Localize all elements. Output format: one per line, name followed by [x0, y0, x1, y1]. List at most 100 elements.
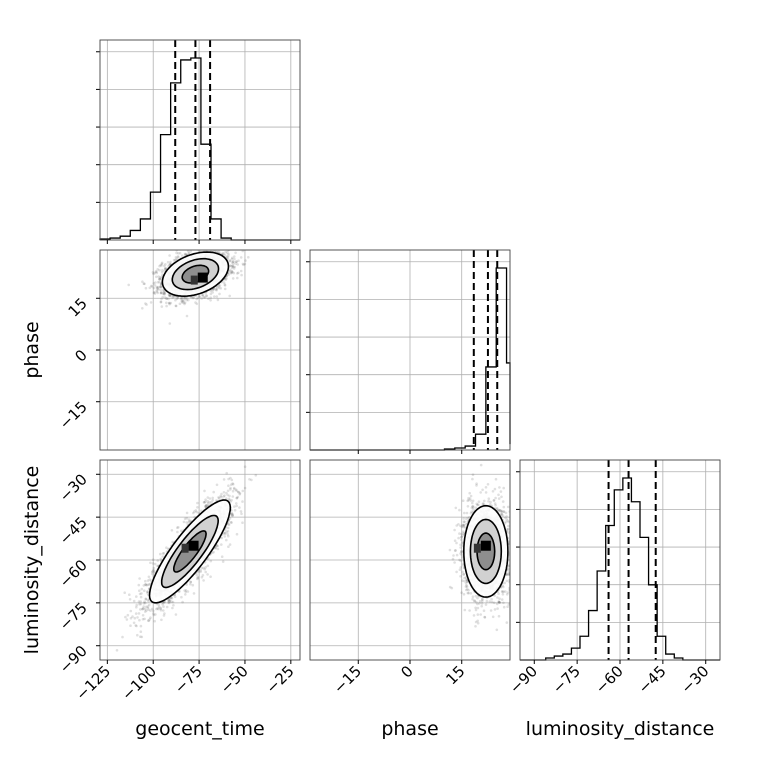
- sample-point: [137, 583, 141, 587]
- sample-point: [159, 300, 163, 304]
- sample-point: [189, 582, 192, 586]
- sample-point: [165, 297, 168, 300]
- sample-point: [146, 606, 150, 610]
- sample-point: [163, 266, 167, 270]
- sample-point: [178, 590, 181, 593]
- sample-point: [153, 271, 156, 275]
- sample-point: [145, 303, 148, 306]
- sample-point: [192, 247, 195, 250]
- sample-point: [168, 254, 171, 257]
- sample-point: [211, 291, 214, 294]
- sample-point: [162, 601, 165, 605]
- sample-point: [158, 281, 161, 284]
- sample-point: [178, 302, 182, 306]
- sample-point: [156, 268, 159, 271]
- sample-point: [161, 555, 164, 558]
- sample-point: [230, 269, 234, 273]
- sample-point: [173, 258, 177, 262]
- sample-point: [126, 613, 130, 617]
- sample-point: [217, 244, 220, 247]
- sample-point: [232, 271, 236, 275]
- sample-point: [195, 302, 199, 306]
- sample-point: [150, 572, 154, 576]
- sample-point: [153, 284, 157, 287]
- sample-point: [226, 529, 230, 533]
- sample-point: [180, 529, 183, 533]
- sample-point: [213, 295, 216, 298]
- sample-point: [230, 257, 234, 261]
- sample-point: [137, 612, 141, 615]
- sample-point: [192, 296, 195, 299]
- sample-point: [194, 301, 197, 304]
- sample-point: [155, 286, 159, 290]
- sample-point: [149, 616, 152, 619]
- sample-point: [200, 575, 204, 579]
- sample-point: [163, 264, 166, 268]
- sample-point: [148, 618, 151, 621]
- sample-point: [219, 287, 223, 290]
- sample-point: [177, 252, 180, 255]
- sample-point: [235, 504, 238, 508]
- sample-point: [136, 633, 139, 637]
- sample-point: [115, 649, 119, 652]
- sample-point: [150, 285, 154, 288]
- sample-point: [147, 619, 151, 623]
- sample-point: [151, 562, 155, 565]
- sample-point: [220, 492, 223, 496]
- sample-point: [146, 590, 150, 593]
- sample-point: [162, 551, 166, 555]
- sample-point: [222, 252, 225, 256]
- sample-point: [159, 263, 162, 267]
- sample-point: [163, 296, 167, 299]
- sample-point: [229, 521, 233, 524]
- sample-point: [139, 624, 143, 628]
- sample-point: [235, 260, 238, 264]
- sample-point: [158, 278, 161, 281]
- sample-point: [226, 493, 229, 497]
- sample-point: [204, 570, 207, 574]
- sample-point: [147, 583, 151, 586]
- sample-point: [231, 264, 234, 267]
- sample-point: [206, 500, 209, 503]
- sample-point: [177, 255, 180, 259]
- sample-point: [147, 599, 150, 603]
- sample-point: [238, 506, 241, 509]
- sample-point: [233, 255, 236, 258]
- sample-point: [158, 276, 162, 279]
- sample-point: [160, 261, 164, 265]
- sample-point: [143, 282, 146, 286]
- sample-point: [213, 250, 216, 253]
- sample-point: [167, 301, 171, 305]
- sample-point: [147, 603, 151, 607]
- sample-point: [199, 569, 202, 572]
- sample-point: [225, 538, 228, 542]
- sample-point: [146, 605, 150, 608]
- sample-point: [236, 263, 239, 266]
- sample-point: [174, 298, 177, 302]
- sample-point: [201, 294, 205, 298]
- sample-point: [220, 247, 223, 250]
- sample-point: [142, 282, 146, 286]
- sample-point: [217, 245, 220, 248]
- sample-point: [189, 580, 192, 584]
- sample-point: [232, 262, 235, 265]
- sample-point: [204, 504, 208, 507]
- sample-point: [197, 246, 200, 249]
- sample-point: [209, 289, 213, 293]
- sample-point: [243, 262, 247, 266]
- sample-point: [159, 608, 163, 612]
- sample-point: [127, 283, 130, 287]
- sample-point: [159, 285, 163, 288]
- sample-point: [183, 517, 187, 521]
- sample-point: [176, 526, 179, 529]
- sample-point: [206, 573, 209, 576]
- sample-point: [181, 600, 184, 604]
- sample-point: [164, 267, 167, 271]
- sample-point: [144, 302, 147, 305]
- sample-point: [187, 518, 191, 521]
- sample-point: [233, 487, 236, 491]
- sample-point: [227, 254, 230, 257]
- sample-point: [184, 590, 188, 594]
- sample-point: [129, 609, 133, 613]
- density-peak: [190, 275, 198, 285]
